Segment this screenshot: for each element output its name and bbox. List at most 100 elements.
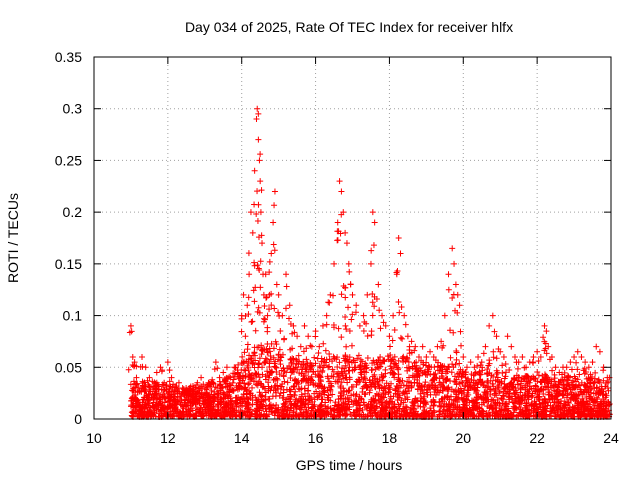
roti-data-point xyxy=(502,402,509,409)
roti-data-point xyxy=(461,408,468,415)
roti-data-point xyxy=(325,396,332,403)
roti-data-point xyxy=(383,398,390,405)
roti-data-point xyxy=(242,398,249,405)
roti-data-point xyxy=(190,384,197,391)
roti-data-point xyxy=(194,379,201,386)
roti-data-point xyxy=(133,363,140,370)
roti-data-point xyxy=(342,353,349,360)
roti-data-point xyxy=(403,409,410,416)
roti-data-point xyxy=(501,380,508,387)
roti-data-point xyxy=(574,348,581,355)
roti-data-point xyxy=(238,328,245,335)
roti-data-point xyxy=(311,411,318,418)
roti-data-point xyxy=(305,333,312,340)
roti-data-point xyxy=(292,388,299,395)
roti-data-point xyxy=(387,413,394,420)
roti-data-point xyxy=(293,412,300,419)
roti-data-point xyxy=(400,399,407,406)
roti-data-point xyxy=(367,410,374,417)
roti-data-point xyxy=(461,398,468,405)
roti-data-point xyxy=(364,402,371,409)
roti-data-point xyxy=(287,356,294,363)
roti-data-point xyxy=(287,356,294,363)
roti-data-point xyxy=(499,413,506,420)
roti-data-point xyxy=(287,366,294,373)
roti-data-point xyxy=(444,386,451,393)
roti-data-point xyxy=(453,356,460,363)
roti-data-point xyxy=(286,302,293,309)
roti-data-point xyxy=(531,398,538,405)
roti-data-point xyxy=(255,110,262,117)
roti-data-point xyxy=(421,399,428,406)
roti-data-point xyxy=(576,403,583,410)
roti-data-point xyxy=(247,209,254,216)
roti-data-point xyxy=(457,366,464,373)
roti-data-point xyxy=(430,371,437,378)
roti-data-point xyxy=(581,365,588,372)
roti-data-point xyxy=(337,230,344,237)
roti-data-point xyxy=(277,361,284,368)
roti-data-point xyxy=(549,404,556,411)
roti-data-point xyxy=(445,363,452,370)
roti-data-point xyxy=(372,397,379,404)
roti-data-point xyxy=(245,250,252,257)
roti-data-point xyxy=(348,342,355,349)
roti-data-point xyxy=(266,269,273,276)
roti-data-point xyxy=(488,396,495,403)
roti-data-point xyxy=(340,391,347,398)
roti-data-point xyxy=(436,367,443,374)
roti-data-point xyxy=(374,376,381,383)
roti-data-point xyxy=(422,379,429,386)
roti-data-point xyxy=(604,384,611,391)
roti-data-point xyxy=(395,235,402,241)
roti-data-point xyxy=(335,325,342,332)
roti-data-point xyxy=(156,396,163,403)
roti-data-point xyxy=(345,260,352,267)
roti-data-point xyxy=(328,382,335,389)
roti-data-point xyxy=(443,393,450,400)
roti-data-point xyxy=(532,375,539,382)
x-tick-label: 12 xyxy=(160,430,176,446)
roti-data-point xyxy=(282,400,289,407)
roti-data-point xyxy=(516,404,523,411)
roti-data-point xyxy=(256,309,263,316)
roti-data-point xyxy=(399,377,406,384)
roti-data-point xyxy=(550,410,557,417)
roti-data-point xyxy=(204,384,211,391)
roti-data-point xyxy=(331,260,338,267)
roti-data-point xyxy=(298,370,305,377)
roti-data-point xyxy=(480,382,487,389)
roti-data-point xyxy=(382,385,389,392)
roti-data-point xyxy=(472,369,479,376)
roti-data-point xyxy=(244,407,251,414)
roti-data-point xyxy=(499,369,506,376)
roti-data-point xyxy=(436,411,443,418)
roti-data-point xyxy=(487,391,494,398)
roti-data-point xyxy=(504,333,511,340)
roti-data-point xyxy=(434,343,441,350)
roti-data-point xyxy=(326,363,333,370)
roti-data-point xyxy=(373,295,380,302)
roti-data-point xyxy=(276,371,283,378)
roti-data-point xyxy=(398,304,405,311)
roti-data-point xyxy=(447,404,454,411)
roti-data-point xyxy=(255,201,262,208)
roti-data-point xyxy=(369,312,376,319)
roti-data-point xyxy=(294,379,301,386)
roti-data-point xyxy=(250,359,257,366)
roti-data-point xyxy=(336,178,343,185)
roti-data-point xyxy=(295,352,302,359)
roti-data-point xyxy=(543,375,550,382)
roti-data-point xyxy=(588,389,595,396)
roti-data-point xyxy=(485,362,492,369)
roti-data-point xyxy=(139,399,146,406)
roti-data-point xyxy=(195,409,202,416)
roti-data-point xyxy=(199,413,206,420)
roti-data-point xyxy=(593,384,600,391)
roti-data-point xyxy=(166,378,173,385)
roti-data-point xyxy=(348,316,355,323)
roti-data-point xyxy=(565,381,572,388)
roti-data-point xyxy=(337,383,344,390)
roti-data-point xyxy=(246,380,253,387)
